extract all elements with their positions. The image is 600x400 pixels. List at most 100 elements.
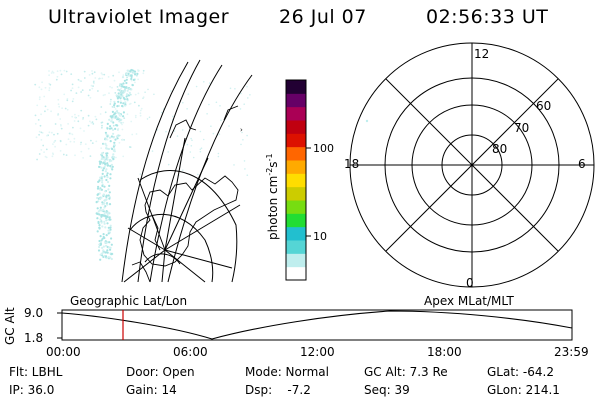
emission-pixel [89, 155, 92, 158]
mlat-label-70: 70 [514, 121, 529, 135]
emission-pixel [156, 129, 159, 131]
emission-pixel [135, 133, 138, 135]
emission-pixel [100, 147, 103, 150]
emission-pixel [127, 72, 130, 75]
emission-pixel [134, 81, 136, 84]
emission-pixel [59, 118, 62, 120]
emission-pixel [91, 70, 93, 72]
emission-pixel [101, 152, 103, 154]
emission-pixel [120, 121, 123, 124]
emission-pixel [116, 105, 119, 108]
emission-pixel [72, 98, 75, 100]
emission-pixel [87, 147, 90, 150]
emission-pixel [38, 133, 40, 136]
colorbar-band [286, 266, 306, 281]
emission-pixel [98, 245, 101, 249]
emission-pixel [99, 197, 102, 201]
emission-pixel [104, 251, 107, 254]
emission-pixel [91, 87, 94, 90]
emission-pixel [35, 136, 38, 139]
emission-pixel [122, 155, 125, 158]
emission-pixel [100, 215, 103, 218]
emission-pixel [108, 92, 110, 95]
emission-pixel [142, 69, 145, 72]
colorbar-band [286, 173, 306, 188]
emission-pixel [109, 173, 112, 176]
emission-pixel [97, 180, 100, 183]
emission-pixel [108, 203, 112, 206]
colorbar-unit: photon cm-2s-1 [265, 153, 280, 240]
emission-pixel [122, 74, 125, 76]
emission-pixel [212, 132, 215, 135]
emission-pixel [105, 154, 108, 157]
emission-pixel [113, 150, 116, 153]
emission-pixel [130, 120, 133, 123]
emission-pixel [109, 103, 112, 105]
emission-pixel [41, 81, 43, 84]
emission-pixel [102, 235, 105, 239]
emission-pixel [137, 78, 140, 81]
date-label: 26 Jul 07 [279, 6, 367, 28]
emission-pixel [79, 143, 82, 146]
emission-pixel [106, 176, 109, 179]
emission-pixel [96, 212, 99, 215]
emission-pixel [110, 257, 113, 261]
colorbar-band [286, 186, 306, 201]
emission-pixel [101, 121, 104, 124]
emission-pixel [219, 105, 221, 107]
emission-pixel [111, 106, 114, 108]
emission-pixel [73, 141, 76, 143]
emission-pixel [56, 75, 59, 78]
emission-pixel [118, 141, 121, 144]
emission-pixel [187, 93, 190, 95]
emission-pixel [101, 237, 104, 240]
emission-pixel [113, 100, 116, 103]
emission-pixel [59, 69, 62, 72]
emission-pixel [128, 146, 131, 148]
emission-pixel [128, 103, 131, 105]
emission-pixel [80, 141, 82, 144]
emission-pixel [131, 133, 134, 136]
map-projection-label: Geographic Lat/Lon [70, 294, 188, 308]
emission-pixel [106, 203, 109, 206]
mlt-label-6: 6 [578, 157, 586, 171]
emission-pixel [102, 167, 105, 170]
emission-pixel [80, 91, 82, 93]
xtick-1: 06:00 [173, 345, 208, 359]
emission-pixel [210, 125, 212, 127]
emission-pixel [118, 94, 121, 97]
emission-pixel [130, 79, 133, 82]
emission-pixel [34, 123, 37, 125]
emission-pixel [101, 246, 104, 249]
emission-pixel [101, 201, 104, 204]
emission-pixel [140, 107, 143, 110]
emission-pixel [121, 128, 124, 131]
emission-pixel [48, 74, 50, 77]
emission-pixel [38, 153, 41, 155]
emission-pixel [109, 256, 112, 259]
emission-pixel [101, 169, 104, 172]
emission-pixel [120, 93, 123, 96]
emission-pixel [244, 168, 246, 170]
emission-pixel [36, 158, 38, 161]
emission-pixel [66, 108, 69, 111]
emission-pixel [240, 143, 242, 146]
emission-pixel [108, 216, 111, 219]
emission-pixel [100, 153, 102, 156]
emission-pixel [103, 175, 106, 178]
emission-pixel [79, 80, 81, 82]
emission-pixel [105, 174, 109, 177]
emission-pixel [104, 190, 107, 193]
emission-pixel [57, 103, 60, 106]
emission-pixel [167, 163, 170, 166]
ip-readout: IP: 36.0 [9, 383, 55, 397]
emission-pixel [119, 101, 122, 104]
emission-pixel [69, 132, 72, 135]
emission-pixel [97, 249, 101, 252]
emission-pixel [134, 73, 137, 76]
emission-pixel [109, 100, 112, 103]
emission-pixel [56, 70, 59, 73]
emission-pixel [38, 86, 41, 89]
emission-pixel [133, 101, 136, 104]
emission-pixel [103, 202, 106, 205]
